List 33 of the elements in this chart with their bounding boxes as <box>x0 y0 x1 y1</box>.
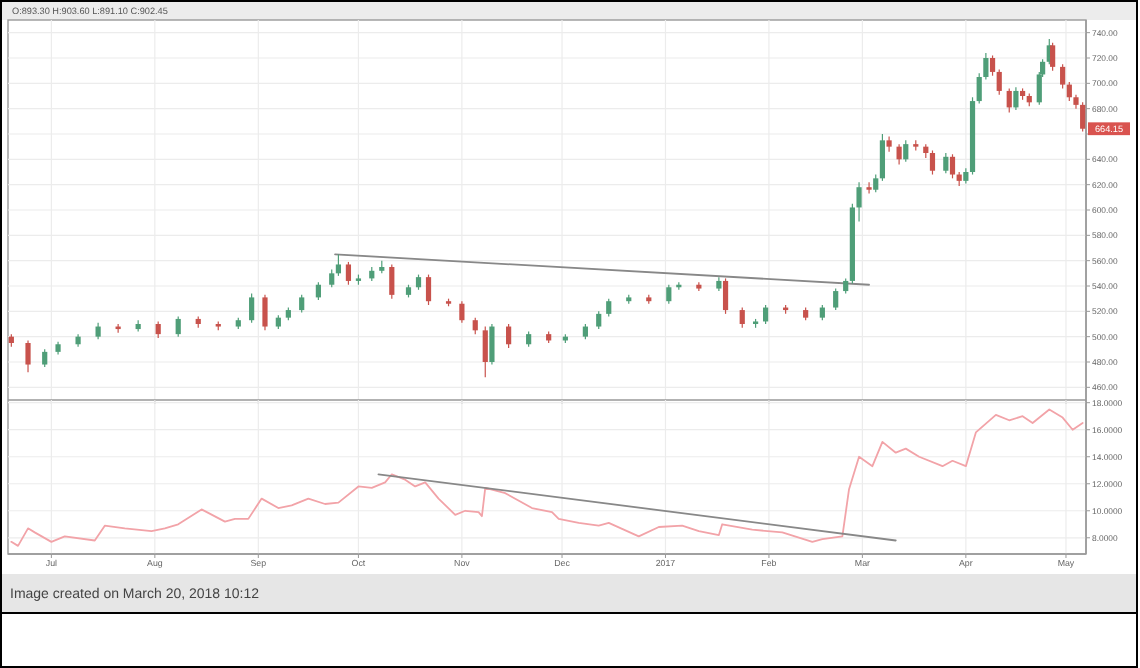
candlestick <box>389 263 395 300</box>
candlestick <box>345 261 352 286</box>
candlestick <box>943 152 949 174</box>
candlestick <box>262 294 268 331</box>
candlestick <box>25 339 31 373</box>
candlestick <box>459 300 465 324</box>
candlestick <box>666 284 672 305</box>
candlestick <box>949 153 956 179</box>
candlestick <box>1013 86 1019 111</box>
candlestick <box>1006 87 1012 114</box>
candlestick <box>506 323 512 349</box>
candlestick <box>425 274 432 306</box>
candlestick <box>175 315 181 338</box>
candlestick <box>896 143 902 165</box>
candlestick <box>335 253 342 277</box>
line-series <box>10 408 1084 547</box>
candlestick <box>996 68 1002 96</box>
candlestick <box>866 181 872 195</box>
candlestick <box>739 306 745 329</box>
candlestick <box>763 304 769 325</box>
candlestick <box>1066 81 1072 102</box>
candlestick <box>482 325 488 378</box>
candlestick <box>489 323 495 366</box>
candlestick <box>1060 63 1066 89</box>
candlestick <box>903 139 909 163</box>
candlestick <box>722 277 729 315</box>
candlestick <box>696 281 702 292</box>
candlestick <box>929 149 936 176</box>
candlestick <box>833 287 839 311</box>
candlestick <box>1050 42 1056 72</box>
candlestick <box>879 133 886 182</box>
candlestick <box>989 54 996 77</box>
candlestick <box>249 293 255 324</box>
